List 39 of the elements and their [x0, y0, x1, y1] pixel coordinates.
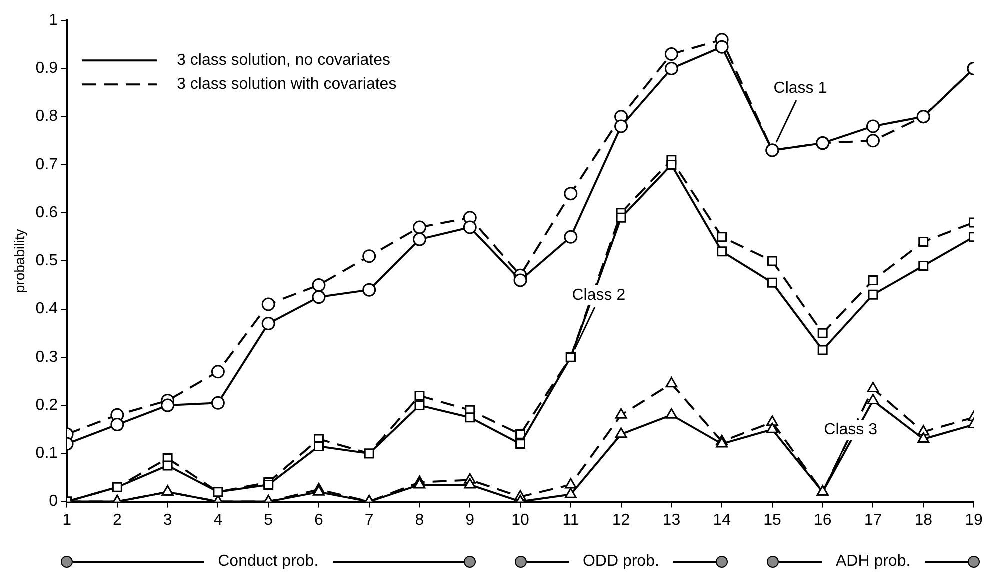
x-tick-label: 8 [415, 512, 424, 529]
x-tick-label: 2 [112, 512, 122, 529]
y-tick-label: 0.4 [36, 300, 58, 318]
x-tick-label: 15 [764, 512, 782, 529]
x-tick-label: 13 [662, 512, 681, 529]
x-tick-label: 19 [965, 512, 983, 529]
x-tick-label: 6 [314, 512, 324, 529]
y-tick-label: 0.5 [36, 252, 58, 270]
annotation: Class 2 [572, 286, 626, 304]
legend-label: 3 class solution, no covariates [177, 52, 390, 70]
y-tick-label: 1 [49, 12, 58, 30]
x-tick-label: 18 [914, 512, 933, 529]
legend-label: 3 class solution with covariates [177, 76, 397, 94]
x-tick-label: 14 [713, 512, 732, 529]
x-tick-label: 10 [512, 512, 530, 529]
y-tick-label: 0.6 [36, 204, 58, 222]
y-tick-label: 0.2 [36, 396, 58, 414]
x-tick-label: 17 [864, 512, 882, 529]
y-tick-label: 0.7 [36, 156, 58, 174]
x-tick-label: 4 [214, 512, 223, 529]
text: Conduct prob. [218, 552, 319, 571]
y-tick-label: 0.9 [36, 60, 58, 78]
x-tick-label: 1 [62, 512, 72, 529]
y-tick-label: 0.8 [36, 108, 58, 126]
x-tick-label: 3 [163, 512, 172, 529]
x-tick-label: 7 [364, 512, 374, 529]
annotation: Class 1 [774, 80, 828, 97]
x-tick-label: 5 [264, 512, 274, 529]
text: ODD prob. [582, 552, 660, 571]
text: ADH prob. [836, 552, 911, 571]
x-tick-label: 11 [562, 512, 580, 529]
x-tick-label: 12 [612, 512, 630, 529]
y-tick-label: 0 [49, 493, 58, 510]
x-tick-label: 16 [814, 512, 832, 529]
y-tick-label: 0.1 [36, 445, 58, 462]
x-tick-label: 9 [466, 512, 475, 529]
y-axis-title: probability [11, 229, 28, 294]
y-tick-label: 0.3 [36, 348, 58, 366]
annotation: Class 3 [824, 422, 878, 439]
